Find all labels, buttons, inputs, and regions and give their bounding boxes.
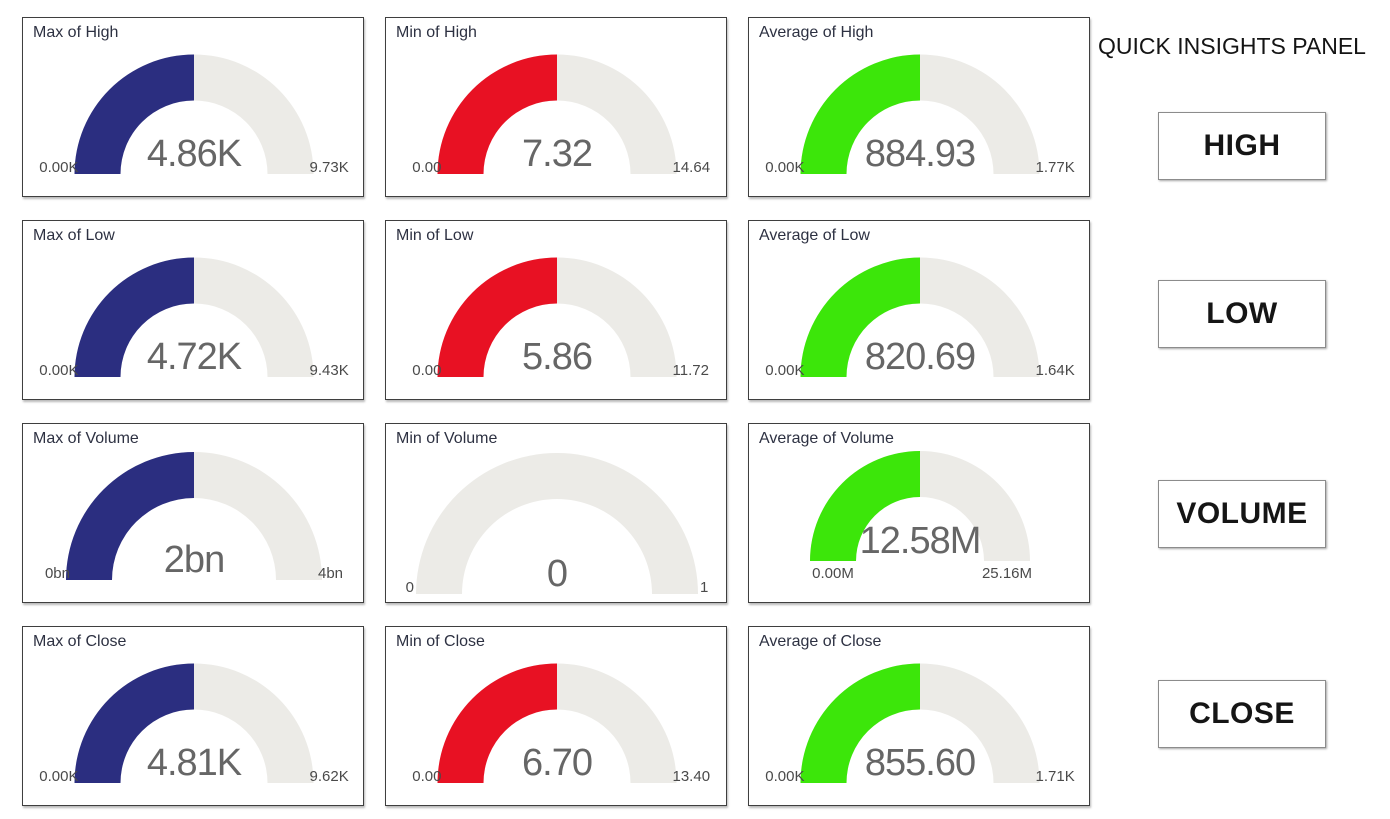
gauge-card-average-of-high[interactable]: Average of High 884.93 0.00K 1.77K	[748, 17, 1090, 197]
gauge-title: Max of High	[33, 24, 119, 41]
insight-button-close[interactable]: CLOSE	[1158, 680, 1326, 748]
gauge-max-label: 1.77K	[1036, 159, 1075, 176]
gauge-title: Min of Low	[396, 227, 474, 244]
gauge-value: 5.86	[522, 336, 592, 378]
insight-button-high[interactable]: HIGH	[1158, 112, 1326, 180]
gauge-value: 0	[547, 553, 567, 595]
gauge-arc: 4.81K 0.00K 9.62K	[39, 663, 349, 785]
gauge-title: Average of High	[759, 24, 874, 41]
gauge-min-label: 0bn	[45, 565, 70, 582]
gauge-min-label: 0.00	[412, 768, 441, 785]
gauge-value: 12.58M	[860, 520, 981, 562]
gauge-max-label: 14.64	[673, 159, 711, 176]
gauge-card-max-of-high[interactable]: Max of High 4.86K 0.00K 9.73K	[22, 17, 364, 197]
gauge-max-label: 9.73K	[310, 159, 349, 176]
gauge-title: Average of Low	[759, 227, 870, 244]
gauge-arc: 2bn 0bn 4bn	[45, 452, 343, 582]
gauge-card-min-of-high[interactable]: Min of High 7.32 0.00 14.64	[385, 17, 727, 197]
gauge-max-label: 1.71K	[1036, 768, 1075, 785]
gauge-value: 855.60	[865, 742, 975, 784]
gauge-value: 7.32	[522, 133, 592, 175]
gauge-arc: 0 0 1	[406, 453, 708, 596]
gauge-card-average-of-volume[interactable]: Average of Volume 12.58M 0.00M 25.16M	[748, 423, 1090, 603]
gauge-min-label: 0.00	[412, 362, 441, 379]
gauge-arc: 12.58M 0.00M 25.16M	[810, 451, 1032, 582]
gauge-value: 4.86K	[147, 133, 242, 175]
gauge-value: 6.70	[522, 742, 592, 784]
gauge-max-label: 1	[700, 579, 708, 596]
gauge-min-label: 0.00K	[39, 159, 78, 176]
gauge-min-label: 0.00K	[765, 768, 804, 785]
gauge-min-label: 0.00M	[812, 565, 854, 582]
gauge-max-label: 4bn	[318, 565, 343, 582]
insight-button-low[interactable]: LOW	[1158, 280, 1326, 348]
gauge-min-label: 0.00K	[39, 362, 78, 379]
gauge-arc: 884.93 0.00K 1.77K	[765, 54, 1075, 176]
gauge-arc: 4.72K 0.00K 9.43K	[39, 257, 349, 379]
gauge-card-max-of-close[interactable]: Max of Close 4.81K 0.00K 9.62K	[22, 626, 364, 806]
gauge-title: Max of Low	[33, 227, 115, 244]
gauge-card-max-of-volume[interactable]: Max of Volume 2bn 0bn 4bn	[22, 423, 364, 603]
gauge-max-label: 13.40	[673, 768, 711, 785]
gauge-arc: 7.32 0.00 14.64	[412, 54, 711, 176]
gauge-value: 4.81K	[147, 742, 242, 784]
gauge-grid: Max of High 4.86K 0.00K 9.73K Min of High 7.3…	[22, 17, 1090, 806]
gauge-arc: 5.86 0.00 11.72	[412, 257, 709, 379]
gauge-value: 884.93	[865, 133, 975, 175]
gauge-arc: 4.86K 0.00K 9.73K	[39, 54, 349, 176]
gauge-min-label: 0	[406, 579, 414, 596]
gauge-min-label: 0.00K	[765, 362, 804, 379]
gauge-card-average-of-low[interactable]: Average of Low 820.69 0.00K 1.64K	[748, 220, 1090, 400]
gauge-max-label: 9.62K	[310, 768, 349, 785]
gauge-title: Average of Close	[759, 633, 882, 650]
gauge-max-label: 1.64K	[1036, 362, 1075, 379]
gauge-card-max-of-low[interactable]: Max of Low 4.72K 0.00K 9.43K	[22, 220, 364, 400]
gauge-card-min-of-volume[interactable]: Min of Volume 0 0 1	[385, 423, 727, 603]
gauge-card-min-of-low[interactable]: Min of Low 5.86 0.00 11.72	[385, 220, 727, 400]
gauge-value: 4.72K	[147, 336, 242, 378]
insights-panel-title: QUICK INSIGHTS PANEL	[1098, 33, 1366, 59]
gauge-title: Max of Volume	[33, 430, 139, 447]
gauge-title: Min of High	[396, 24, 477, 41]
gauge-max-label: 11.72	[673, 362, 709, 379]
insight-button-volume[interactable]: VOLUME	[1158, 480, 1326, 548]
gauge-arc: 6.70 0.00 13.40	[412, 663, 711, 785]
gauge-value: 2bn	[164, 539, 224, 581]
gauge-card-average-of-close[interactable]: Average of Close 855.60 0.00K 1.71K	[748, 626, 1090, 806]
gauge-arc: 855.60 0.00K 1.71K	[765, 663, 1075, 785]
gauge-value: 820.69	[865, 336, 975, 378]
gauge-min-label: 0.00K	[765, 159, 804, 176]
gauge-title: Min of Volume	[396, 430, 498, 447]
gauge-min-label: 0.00	[412, 159, 441, 176]
gauge-min-label: 0.00K	[39, 768, 78, 785]
gauge-max-label: 9.43K	[310, 362, 349, 379]
gauge-arc: 820.69 0.00K 1.64K	[765, 257, 1075, 379]
gauge-title: Max of Close	[33, 633, 127, 650]
gauge-card-min-of-close[interactable]: Min of Close 6.70 0.00 13.40	[385, 626, 727, 806]
gauge-max-label: 25.16M	[982, 565, 1032, 582]
gauge-title: Min of Close	[396, 633, 485, 650]
gauge-title: Average of Volume	[759, 430, 894, 447]
